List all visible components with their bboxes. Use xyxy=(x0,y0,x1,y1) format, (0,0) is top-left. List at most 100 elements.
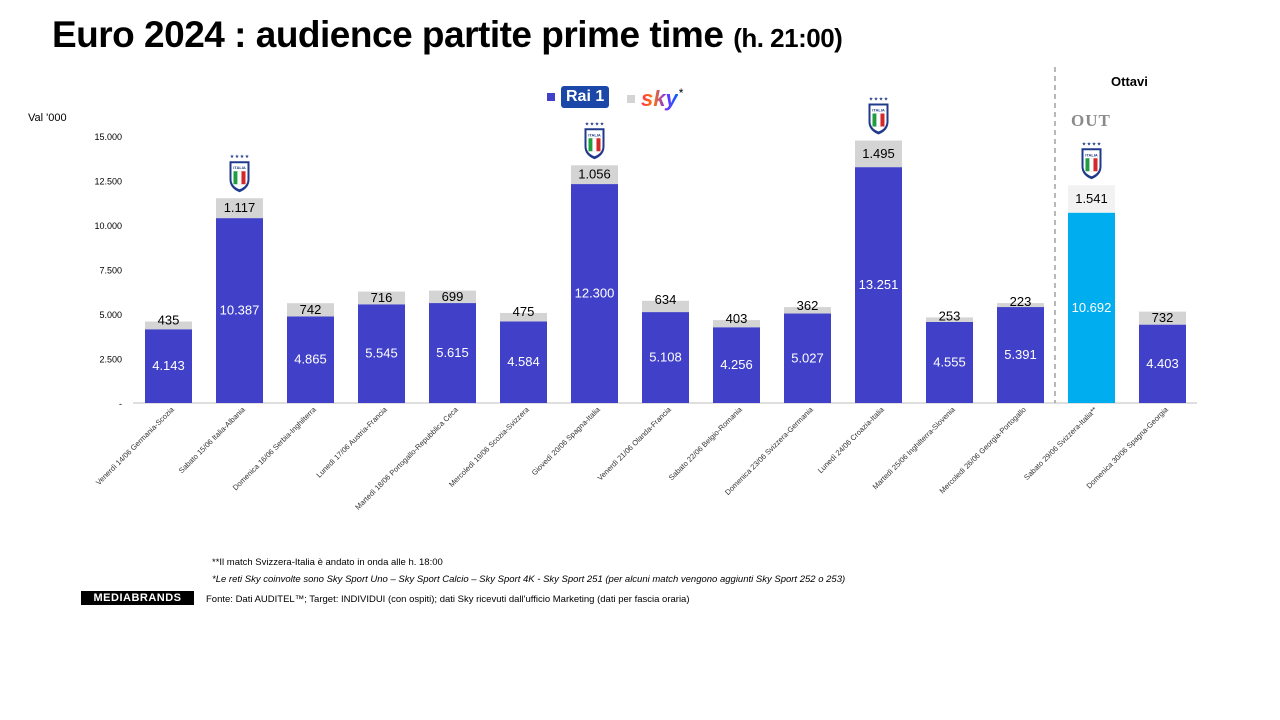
bar-rai xyxy=(1139,324,1186,403)
y-tick-label: 12.500 xyxy=(94,177,122,187)
bar-rai xyxy=(145,329,192,403)
star-icon: ★ xyxy=(230,154,235,160)
data-label-sky: 1.117 xyxy=(224,200,256,215)
bar-rai xyxy=(784,313,831,403)
bar-rai xyxy=(216,218,263,403)
x-tick-label: Giovedì 20/06 Spagna-Italia xyxy=(530,404,603,477)
badge-text: ITALIA xyxy=(1085,152,1098,157)
bar-sky xyxy=(571,165,618,185)
y-tick-label: 7.500 xyxy=(99,266,122,276)
bar-sky xyxy=(287,303,334,317)
title-main: Euro 2024 : audience partite prime time xyxy=(52,14,724,55)
star-icon: ★ xyxy=(590,121,595,127)
sky-asterisk: * xyxy=(678,86,684,100)
bar-rai xyxy=(642,312,689,403)
bar-rai xyxy=(500,321,547,403)
x-tick-label: Venerdì 14/06 Germania-Scozia xyxy=(94,404,176,486)
bar-rai xyxy=(358,304,405,403)
star-icon: ★ xyxy=(245,154,250,160)
badge-text: ITALIA xyxy=(588,132,601,137)
data-label-rai: 10.692 xyxy=(1072,300,1112,315)
bar-sky xyxy=(997,303,1044,308)
flag-green xyxy=(1085,158,1090,172)
star-icon: ★ xyxy=(1097,141,1102,147)
x-tick-label: Venerdì 21/06 Olanda-Francia xyxy=(595,404,673,482)
data-label-sky: 1.541 xyxy=(1075,191,1108,206)
badge-text: ITALIA xyxy=(872,108,885,113)
x-tick-label: Lunedì 17/06 Austria-Francia xyxy=(314,404,389,479)
bar-sky xyxy=(926,317,973,322)
bar-rai xyxy=(287,316,334,403)
x-tick-label: Domenica 30/06 Spagna-Georgia xyxy=(1085,404,1171,490)
bar-sky xyxy=(216,198,263,219)
x-tick-label: Sabato 15/06 Italia-Albania xyxy=(177,404,248,475)
star-icon: ★ xyxy=(879,97,884,103)
data-label-sky: 435 xyxy=(158,313,180,328)
data-label-rai: 4.584 xyxy=(507,354,540,369)
legend-sky: sky * xyxy=(627,86,683,112)
data-label-sky: 634 xyxy=(655,292,677,307)
y-tick-label: 5.000 xyxy=(99,310,122,320)
x-tick-label: Sabato 22/06 Belgio-Romania xyxy=(667,404,745,482)
star-icon: ★ xyxy=(1087,141,1092,147)
legend-rai: Rai 1 xyxy=(547,86,610,108)
flag-red xyxy=(1093,158,1098,172)
legend-sky-swatch xyxy=(627,95,635,103)
bar-rai xyxy=(997,307,1044,403)
data-label-sky: 742 xyxy=(300,302,322,317)
star-icon: ★ xyxy=(585,121,590,127)
bar-sky xyxy=(1068,185,1115,213)
data-label-rai: 5.615 xyxy=(436,345,469,360)
data-label-rai: 4.403 xyxy=(1146,356,1179,371)
data-label-sky: 475 xyxy=(513,304,535,319)
flag-white xyxy=(1089,158,1094,172)
bar-rai xyxy=(429,303,476,403)
bar-rai xyxy=(571,184,618,403)
star-icon: ★ xyxy=(884,97,889,103)
x-tick-label: Mercoledì 19/06 Scozia-Svizzera xyxy=(447,404,531,488)
bar-sky xyxy=(358,291,405,305)
data-label-sky: 732 xyxy=(1152,310,1174,325)
data-label-rai: 5.108 xyxy=(649,350,682,365)
bar-rai xyxy=(713,327,760,403)
y-tick-label: 2.500 xyxy=(99,355,122,365)
note-match-time: **Il match Svizzera-Italia è andato in o… xyxy=(212,557,443,568)
x-tick-label: Sabato 29/06 Svizzera-Italia** xyxy=(1022,405,1099,482)
rai-logo: Rai 1 xyxy=(561,86,610,108)
flag-red xyxy=(596,138,601,152)
data-label-sky: 699 xyxy=(442,289,464,304)
flag-green xyxy=(233,171,238,185)
bar-sky xyxy=(855,140,902,168)
mediabrands-logo: MEDIABRANDS xyxy=(81,591,194,605)
bar-sky xyxy=(429,290,476,304)
flag-white xyxy=(237,171,242,185)
star-icon: ★ xyxy=(874,97,879,103)
bar-sky xyxy=(145,321,192,330)
bar-sky xyxy=(642,300,689,313)
bar-sky xyxy=(713,320,760,328)
data-label-rai: 13.251 xyxy=(859,277,899,292)
star-icon: ★ xyxy=(235,154,240,160)
star-icon: ★ xyxy=(1092,141,1097,147)
star-icon: ★ xyxy=(600,121,605,127)
mediabrands-logo-text: MEDIABRANDS xyxy=(93,592,182,604)
y-tick-label: - xyxy=(119,399,122,409)
flag-green xyxy=(872,113,877,127)
x-tick-label: Martedì 25/06 Inghilterra-Slovenia xyxy=(871,404,958,491)
data-label-rai: 10.387 xyxy=(220,303,260,318)
star-icon: ★ xyxy=(869,97,874,103)
note-sky-channels: *Le reti Sky coinvolte sono Sky Sport Un… xyxy=(212,574,846,585)
star-icon: ★ xyxy=(240,154,245,160)
data-label-sky: 403 xyxy=(726,311,748,326)
data-label-sky: 1.495 xyxy=(862,146,895,161)
round-label-ottavi: Ottavi xyxy=(1111,74,1148,89)
legend-rai-swatch xyxy=(547,93,555,101)
data-label-sky: 362 xyxy=(797,298,819,313)
bar-rai xyxy=(926,321,973,403)
chart-title: Euro 2024 : audience partite prime time … xyxy=(52,14,843,56)
flag-white xyxy=(592,138,597,152)
bar-sky xyxy=(1139,311,1186,325)
flag-red xyxy=(241,171,246,185)
bar-rai xyxy=(1068,212,1115,403)
